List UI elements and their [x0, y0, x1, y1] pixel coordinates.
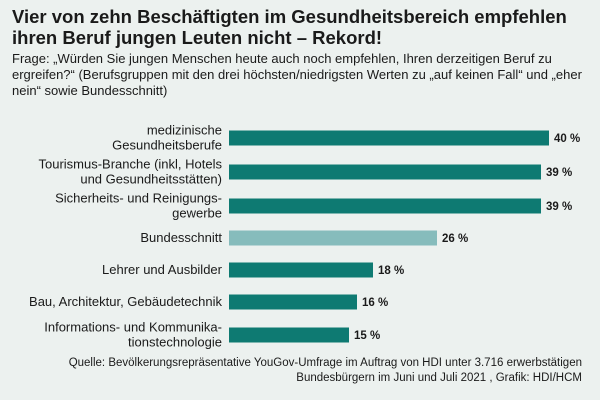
value-label: 26 % — [442, 233, 468, 245]
category-label: medizinische — [147, 123, 222, 138]
value-label: 18 % — [378, 265, 404, 277]
category-label: gewerbe — [172, 206, 222, 221]
chart-title: Vier von zehn Beschäftigten im Gesundhei… — [12, 6, 567, 48]
value-label: 39 % — [546, 167, 572, 179]
bar — [229, 327, 349, 343]
source-note: Quelle: Bevölkerungsrepräsentative YouGo… — [68, 357, 582, 384]
value-label: 16 % — [362, 297, 388, 309]
bar — [229, 230, 437, 246]
category-label: tionstechnologie — [128, 335, 222, 350]
category-label: Bau, Architektur, Gebäudetechnik — [29, 294, 222, 309]
bar — [229, 164, 541, 180]
bar — [229, 130, 549, 146]
category-label: Tourismus-Branche (inkl, Hotels — [38, 157, 222, 172]
category-label: und Gesundheitsstätten) — [80, 172, 222, 187]
category-label: Sicherheits- und Reinigungs- — [55, 191, 222, 206]
bar — [229, 294, 357, 310]
chart-subtitle-question: Frage: „Würden Sie jungen Menschen heute… — [12, 51, 582, 98]
value-label: 15 % — [354, 330, 380, 342]
category-label: Bundesschnitt — [140, 230, 222, 245]
bar — [229, 198, 541, 214]
category-label: Gesundheitsberufe — [112, 138, 222, 153]
value-label: 39 % — [546, 201, 572, 213]
category-label: Informations- und Kommunika- — [44, 320, 222, 335]
value-label: 40 % — [554, 133, 580, 145]
bar — [229, 262, 373, 278]
category-label: Lehrer und Ausbilder — [102, 262, 223, 277]
